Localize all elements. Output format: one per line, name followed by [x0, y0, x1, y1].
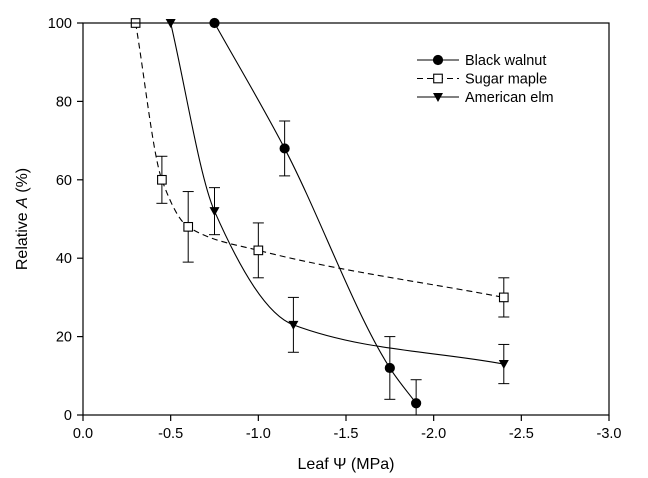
y-tick-label: 20	[56, 330, 72, 346]
x-tick-label: -2.0	[421, 426, 446, 442]
data-point-sugar-maple	[498, 292, 509, 303]
x-tick-label: 0.0	[73, 426, 93, 442]
y-tick-label: 80	[56, 94, 72, 110]
data-point-black-walnut	[411, 398, 422, 409]
x-tick-label: -0.5	[158, 426, 183, 442]
y-axis-ticks: 0 20 40 60 80 100	[48, 16, 83, 424]
series-curves	[135, 22, 504, 404]
x-tick-label: -3.0	[597, 426, 622, 442]
x-tick-label: -2.5	[509, 426, 534, 442]
data-point-american-elm	[498, 360, 509, 370]
y-tick-label: 100	[48, 16, 72, 32]
series-line-black-walnut	[214, 22, 417, 404]
legend-marker-sugar-maple	[433, 73, 443, 84]
x-axis-title: Leaf Ψ (MPa)	[298, 456, 395, 473]
x-tick-label: -1.5	[334, 426, 359, 442]
y-axis-title-variable: A	[14, 197, 31, 209]
data-point-american-elm	[209, 207, 220, 217]
y-axis-title-prefix: Relative	[14, 208, 31, 270]
legend: Black walnut Sugar maple American elm	[417, 53, 554, 106]
data-point-black-walnut	[384, 362, 395, 374]
y-tick-label: 40	[56, 251, 72, 267]
x-axis-ticks: 0.0 -0.5 -1.0 -1.5 -2.0 -2.5 -3.0	[73, 415, 622, 442]
legend-label-sugar-maple: Sugar maple	[465, 72, 547, 88]
x-tick-label: -1.0	[246, 426, 271, 442]
legend-label-american-elm: American elm	[465, 90, 554, 106]
series-line-sugar-maple	[135, 22, 504, 298]
legend-label-black-walnut: Black walnut	[465, 53, 546, 69]
series-line-american-elm	[170, 22, 504, 365]
y-tick-label: 60	[56, 173, 72, 189]
data-point-american-elm	[288, 320, 299, 330]
legend-marker-black-walnut	[432, 54, 444, 66]
data-point-black-walnut	[279, 143, 290, 154]
y-axis-title: Relative A (%)	[14, 168, 31, 270]
data-point-sugar-maple	[253, 245, 264, 256]
error-bars	[156, 120, 510, 415]
data-point-sugar-maple	[183, 221, 194, 232]
y-tick-label: 0	[64, 408, 72, 424]
legend-marker-american-elm	[433, 93, 443, 102]
y-axis-title-unit: (%)	[14, 168, 31, 197]
data-point-sugar-maple	[157, 174, 167, 185]
